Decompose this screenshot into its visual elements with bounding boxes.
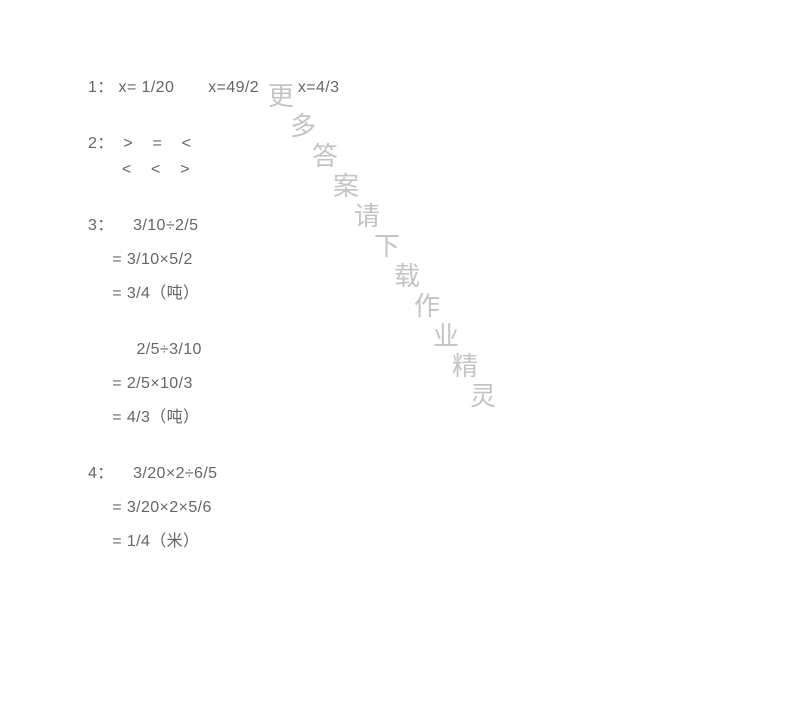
line-4: 3： 3/10÷2/5 [88, 218, 800, 234]
line-9: = 4/3（吨） [88, 410, 800, 426]
line-5: = 3/10×5/2 [88, 252, 800, 268]
answers-block: 1： x= 1/20 x=49/2 x=4/3 2： > = < < < > 3… [0, 0, 800, 550]
line-10: 4： 3/20×2÷6/5 [88, 466, 800, 482]
line-8: = 2/5×10/3 [88, 376, 800, 392]
line-7: 2/5÷3/10 [88, 342, 800, 358]
line-3: < < > [88, 162, 800, 178]
line-11: = 3/20×2×5/6 [88, 500, 800, 516]
line-2: 2： > = < [88, 136, 800, 152]
line-12: = 1/4（米） [88, 534, 800, 550]
line-6: = 3/4（吨） [88, 286, 800, 302]
line-1: 1： x= 1/20 x=49/2 x=4/3 [88, 80, 800, 96]
